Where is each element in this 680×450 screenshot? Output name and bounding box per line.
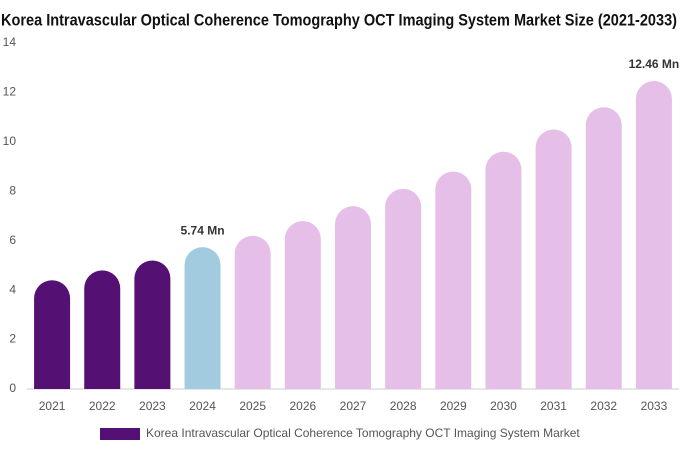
x-tick-label: 2028: [390, 399, 417, 413]
bar: [535, 129, 572, 389]
x-tick-label: 2031: [540, 399, 567, 413]
bar: [34, 280, 71, 389]
bar: [585, 107, 622, 389]
x-tick-label: 2022: [89, 399, 116, 413]
x-tick-label: 2024: [189, 399, 216, 413]
y-tick-label: 0: [9, 381, 16, 395]
x-tick-label: 2025: [239, 399, 266, 413]
bar: [84, 270, 121, 389]
y-tick-label: 2: [9, 332, 16, 346]
bar: [435, 171, 472, 389]
x-tick-label: 2023: [139, 399, 166, 413]
y-tick-label: 14: [3, 35, 17, 49]
x-tick-label: 2026: [289, 399, 316, 413]
x-tick-label: 2029: [440, 399, 467, 413]
y-tick-label: 12: [3, 85, 17, 99]
y-tick-label: 4: [9, 282, 16, 296]
bar: [284, 220, 321, 389]
bar: [385, 188, 422, 389]
bar: [485, 151, 522, 389]
chart-title: Korea Intravascular Optical Coherence To…: [1, 10, 677, 29]
legend-swatch: [100, 428, 140, 440]
bar: [335, 206, 371, 389]
x-tick-label: 2033: [641, 399, 668, 413]
x-tick-label: 2021: [39, 399, 66, 413]
y-tick-label: 8: [9, 183, 16, 197]
bar: [635, 81, 672, 389]
y-tick-label: 10: [3, 134, 17, 148]
legend-label: Korea Intravascular Optical Coherence To…: [146, 426, 580, 440]
bar: [234, 235, 271, 389]
bar: [184, 247, 221, 389]
x-tick-label: 2027: [340, 399, 367, 413]
bar: [134, 260, 171, 389]
x-tick-label: 2032: [590, 399, 617, 413]
x-tick-label: 2030: [490, 399, 517, 413]
value-label: 12.46 Mn: [629, 57, 680, 71]
value-label: 5.74 Mn: [181, 223, 225, 237]
y-tick-label: 6: [9, 233, 16, 247]
